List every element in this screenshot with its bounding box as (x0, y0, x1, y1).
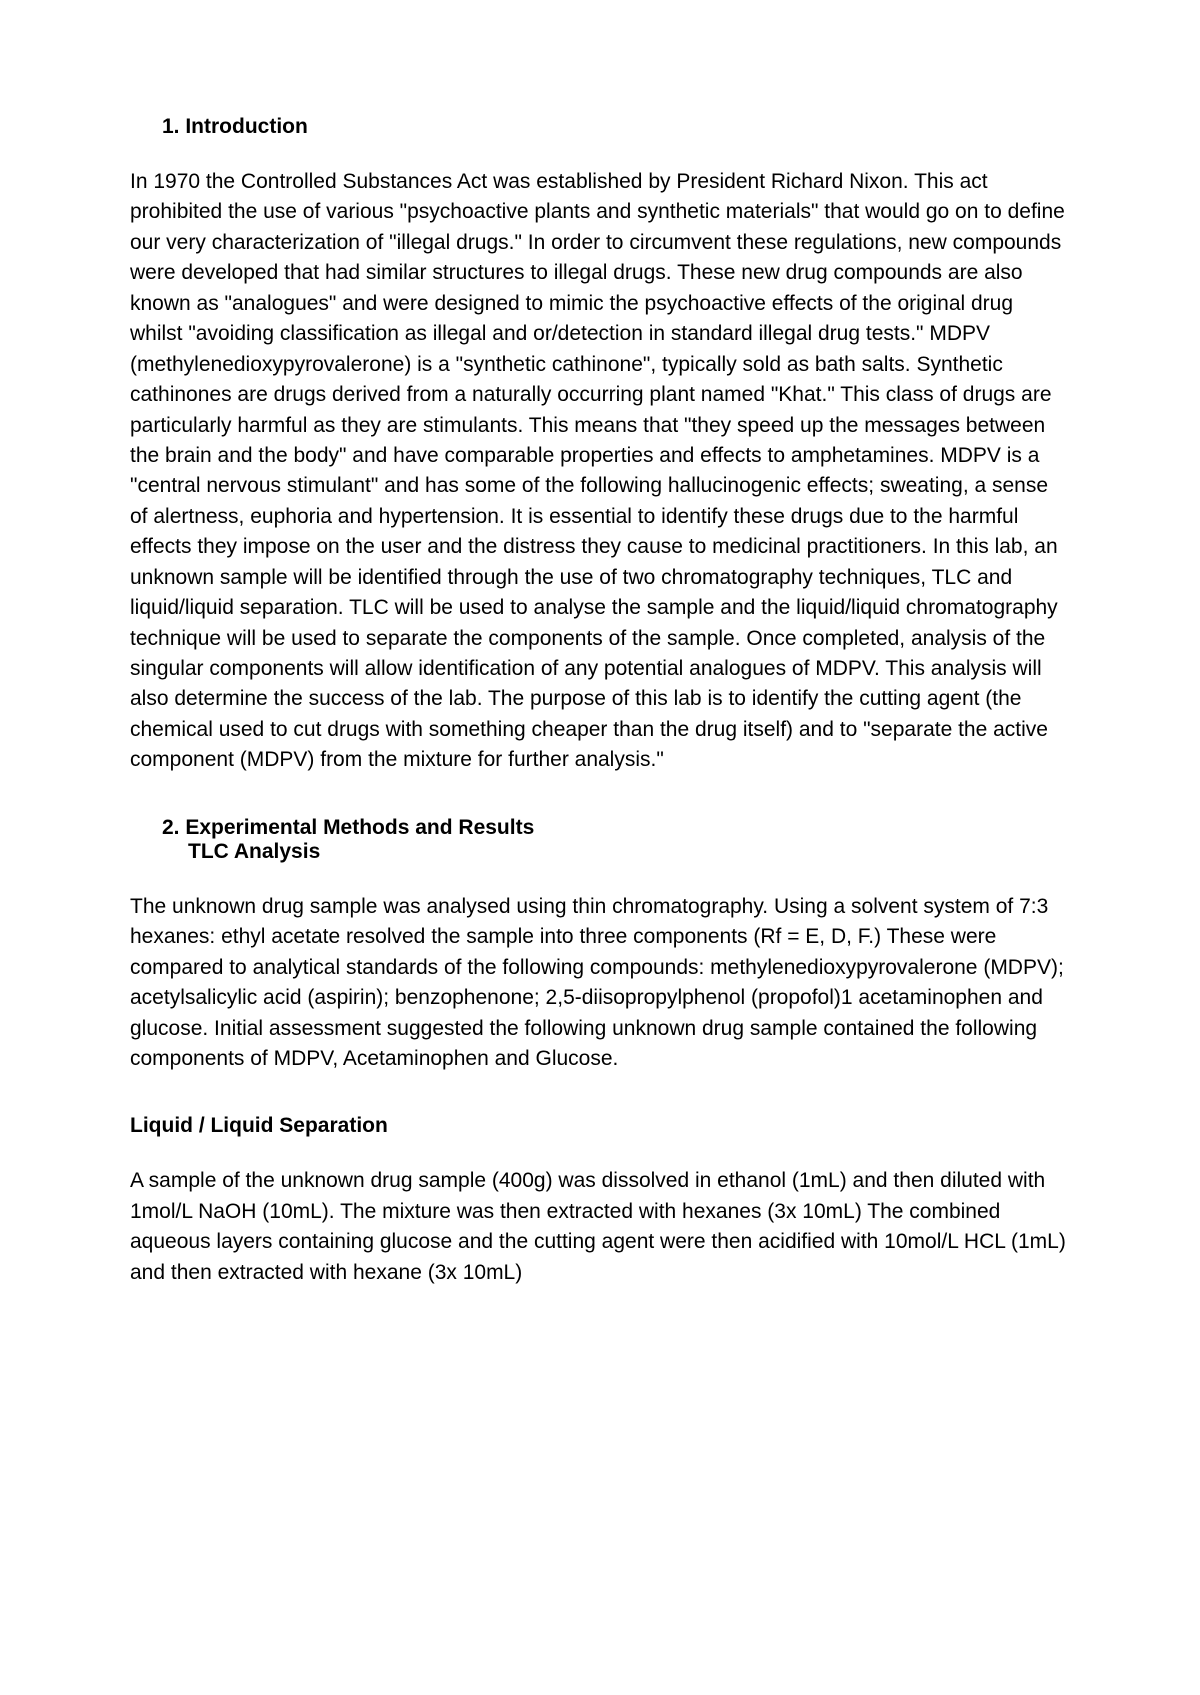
section-2-paragraph: The unknown drug sample was analysed usi… (130, 892, 1070, 1075)
section-1-paragraph: In 1970 the Controlled Substances Act wa… (130, 167, 1070, 776)
section-2-heading-line1: 2. Experimental Methods and Results (162, 816, 1070, 840)
section-1-heading: 1. Introduction (130, 115, 1070, 139)
section-2-heading-line2: TLC Analysis (162, 840, 1070, 864)
section-3-paragraph: A sample of the unknown drug sample (400… (130, 1166, 1070, 1288)
section-3-heading: Liquid / Liquid Separation (130, 1114, 1070, 1138)
section-2-heading-block: 2. Experimental Methods and Results TLC … (130, 816, 1070, 864)
